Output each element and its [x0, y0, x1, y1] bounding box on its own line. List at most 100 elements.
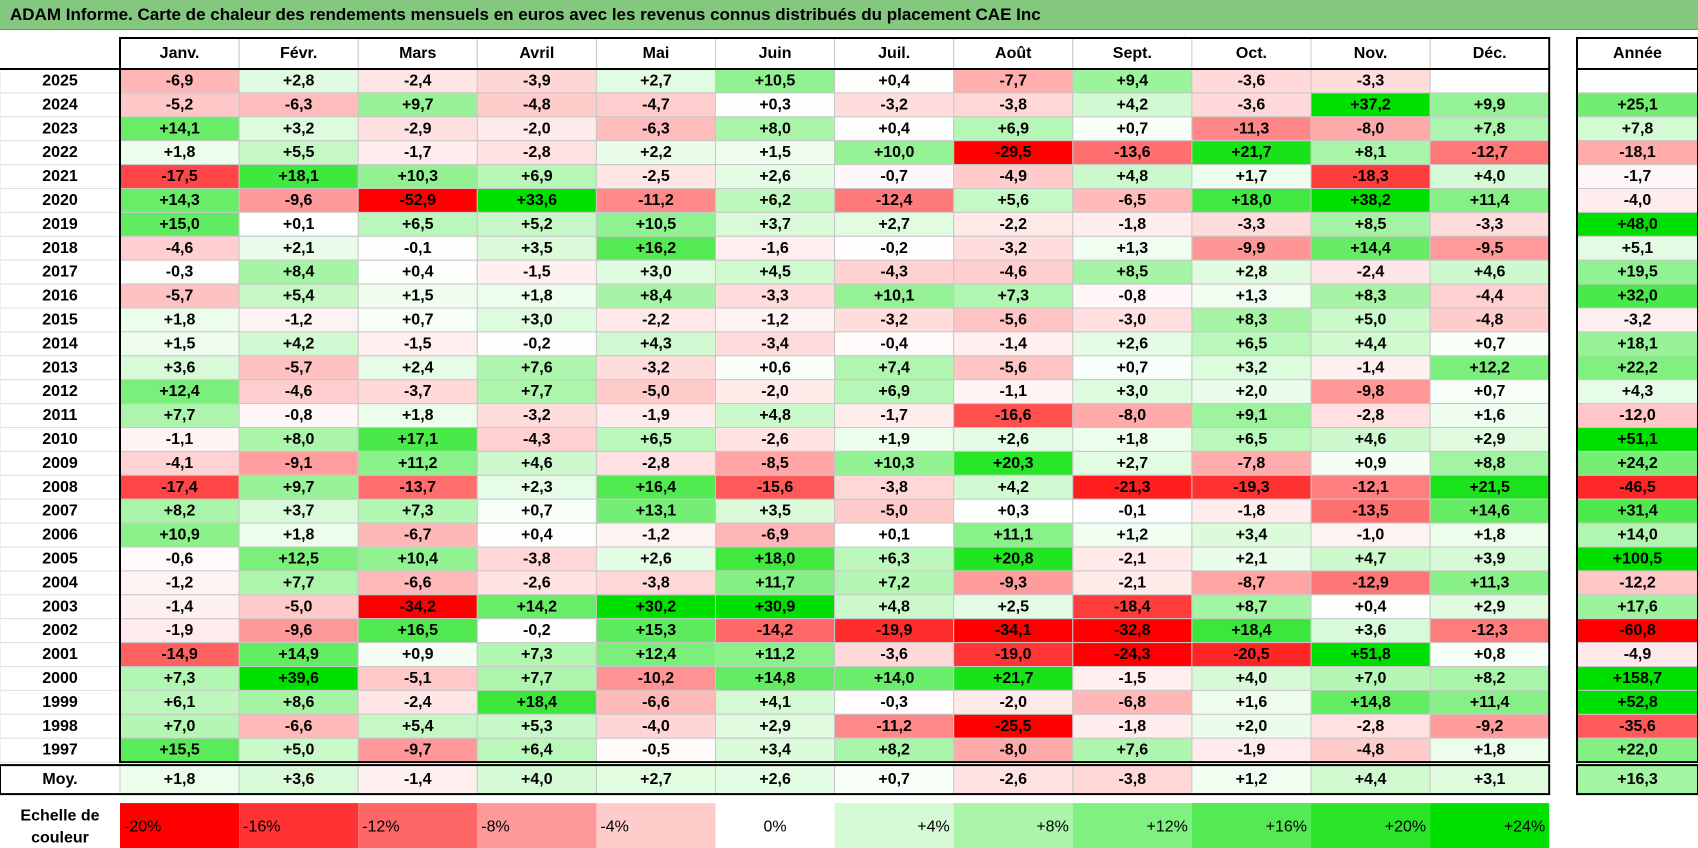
- heatmap-cell-value: +2,7: [878, 216, 910, 233]
- annual-header-label: Année: [1613, 45, 1662, 62]
- heatmap-cell-value: -12,3: [1471, 622, 1508, 639]
- legend-swatch-label: +8%: [1036, 819, 1068, 836]
- heatmap-cell-value: -21,3: [1114, 479, 1151, 496]
- heatmap-cell-value: +14,9: [278, 646, 319, 663]
- legend-swatch-label: +20%: [1385, 819, 1426, 836]
- heatmap-cell-value: -6,3: [285, 96, 313, 113]
- heatmap-cell-value: +0,4: [878, 120, 910, 137]
- heatmap-cell-value: +9,9: [1474, 96, 1506, 113]
- heatmap-cell-value: +2,0: [1236, 718, 1268, 735]
- heatmap-cell-value: -0,5: [642, 742, 670, 759]
- heatmap-cell-value: -32,8: [1114, 622, 1151, 639]
- heatmap-cell-value: -6,7: [404, 527, 432, 544]
- heatmap-cell-value: -4,6: [285, 383, 313, 400]
- year-label: 2011: [43, 407, 78, 424]
- heatmap-cell-value: +16,5: [398, 622, 439, 639]
- average-annual-cell: [1576, 764, 1698, 795]
- heatmap-cell-value: +2,5: [997, 598, 1029, 615]
- heatmap-cell-value: +7,0: [164, 718, 196, 735]
- legend-swatch: [239, 803, 359, 848]
- heatmap-cell-value: -2,9: [404, 120, 432, 137]
- heatmap-cell-value: -1,8: [1119, 216, 1147, 233]
- heatmap-cell-value: +12,4: [636, 646, 677, 663]
- heatmap-cell-value: +4,7: [1355, 550, 1387, 567]
- heatmap-cell-value: -34,2: [400, 598, 437, 615]
- heatmap-cell-value: -0,4: [880, 335, 908, 352]
- month-header-label: Oct.: [1236, 45, 1267, 62]
- year-label: 1997: [42, 742, 78, 759]
- heatmap-cell-value: +3,5: [521, 240, 553, 257]
- year-label: 2016: [42, 288, 78, 305]
- heatmap-cell-value: +0,4: [878, 72, 910, 89]
- year-label: 2005: [42, 550, 78, 567]
- annual-grid-border: [1576, 37, 1698, 764]
- heatmap-cell-value: +14,8: [1350, 694, 1391, 711]
- heatmap-cell-value: -3,3: [1476, 216, 1504, 233]
- heatmap-cell-value: +30,2: [636, 598, 677, 615]
- year-label: 2019: [42, 216, 78, 233]
- heatmap-cell-value: -4,7: [642, 96, 670, 113]
- heatmap-cell-value: -1,4: [1357, 359, 1385, 376]
- heatmap-cell-value: +5,3: [521, 718, 553, 735]
- year-label: 2012: [42, 383, 78, 400]
- heatmap-cell-value: -0,3: [166, 264, 194, 281]
- year-label: 2009: [42, 455, 78, 472]
- heatmap-cell-value: -7,7: [999, 72, 1027, 89]
- heatmap-cell-value: +6,1: [164, 694, 196, 711]
- heatmap-cell-value: -13,7: [400, 479, 437, 496]
- heatmap-cell-value: +7,3: [997, 288, 1029, 305]
- legend-swatch: [834, 803, 954, 848]
- year-label: 2000: [42, 670, 78, 687]
- annual-cell-value: +4,3: [1622, 383, 1654, 400]
- heatmap-cell-value: +0,6: [759, 359, 791, 376]
- heatmap-cell-value: -1,7: [404, 144, 432, 161]
- heatmap-cell-value: +7,3: [521, 646, 553, 663]
- heatmap-cell-value: +1,8: [402, 407, 434, 424]
- heatmap-cell-value: +18,1: [278, 168, 319, 185]
- heatmap-cell-value: -2,8: [1357, 718, 1385, 735]
- annual-cell-value: -12,0: [1619, 407, 1656, 424]
- heatmap-cell-value: +17,1: [398, 431, 439, 448]
- heatmap-cell-value: -16,6: [995, 407, 1032, 424]
- heatmap-cell-value: +10,3: [398, 168, 439, 185]
- month-header-label: Juil.: [878, 45, 910, 62]
- heatmap-cell-value: +8,3: [1355, 288, 1387, 305]
- heatmap-cell-value: -1,4: [999, 335, 1027, 352]
- annual-cell-value: +25,1: [1617, 96, 1658, 113]
- heatmap-cell-value: +6,9: [521, 168, 553, 185]
- heatmap-cell-value: -19,0: [995, 646, 1032, 663]
- heatmap-cell-value: +1,8: [521, 288, 553, 305]
- heatmap-cell-value: -4,3: [880, 264, 908, 281]
- month-header-cell: [119, 37, 240, 70]
- year-label: 2014: [42, 335, 78, 352]
- heatmap-cell-value: +14,8: [755, 670, 796, 687]
- year-label: 2013: [42, 359, 78, 376]
- annual-cell-value: +48,0: [1617, 216, 1658, 233]
- heatmap-cell-value: +8,2: [1474, 670, 1506, 687]
- heatmap-cell-value: +10,0: [874, 144, 915, 161]
- title-bar: ADAM Informe. Carte de chaleur des rende…: [0, 0, 1698, 30]
- legend-swatch-label: -8%: [481, 819, 509, 836]
- heatmap-cell-value: -1,9: [166, 622, 194, 639]
- heatmap-cell-value: -3,8: [523, 550, 551, 567]
- heatmap-cell-value: +8,4: [640, 288, 672, 305]
- heatmap-cell-value: +10,4: [398, 550, 439, 567]
- heatmap-cell-value: +0,4: [521, 527, 553, 544]
- legend-swatch-label: -12%: [362, 819, 399, 836]
- month-header-label: Févr.: [280, 45, 317, 62]
- average-cell: [119, 764, 240, 795]
- year-label: 2002: [42, 622, 78, 639]
- heatmap-cell-value: -3,6: [1238, 96, 1266, 113]
- heatmap-cell-value: +14,6: [1469, 503, 1510, 520]
- heatmap-cell-value: -2,8: [1357, 407, 1385, 424]
- heatmap-cell-value: -8,0: [1357, 120, 1385, 137]
- legend-swatch: [477, 803, 597, 848]
- heatmap-cell-value: +2,6: [759, 168, 791, 185]
- heatmap-cell-value: +4,2: [1117, 96, 1149, 113]
- heatmap-cell-value: -12,4: [876, 192, 913, 209]
- heatmap-cell-value: -1,4: [166, 598, 194, 615]
- heatmap-cell-value: +3,2: [1236, 359, 1268, 376]
- heatmap-cell-value: +2,4: [402, 359, 434, 376]
- heatmap-cell-value: +8,2: [878, 742, 910, 759]
- heatmap-cell-value: +12,2: [1469, 359, 1510, 376]
